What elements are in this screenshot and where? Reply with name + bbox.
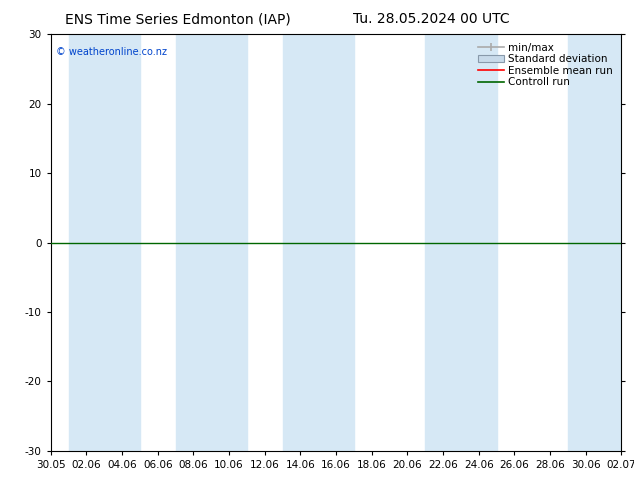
- Bar: [176, 34, 247, 451]
- Legend: min/max, Standard deviation, Ensemble mean run, Controll run: min/max, Standard deviation, Ensemble me…: [475, 40, 616, 91]
- Bar: [283, 34, 354, 451]
- Bar: [568, 34, 634, 451]
- Bar: [68, 34, 140, 451]
- Text: ENS Time Series Edmonton (IAP): ENS Time Series Edmonton (IAP): [65, 12, 290, 26]
- Text: Tu. 28.05.2024 00 UTC: Tu. 28.05.2024 00 UTC: [353, 12, 510, 26]
- Text: © weatheronline.co.nz: © weatheronline.co.nz: [56, 47, 167, 57]
- Bar: [425, 34, 496, 451]
